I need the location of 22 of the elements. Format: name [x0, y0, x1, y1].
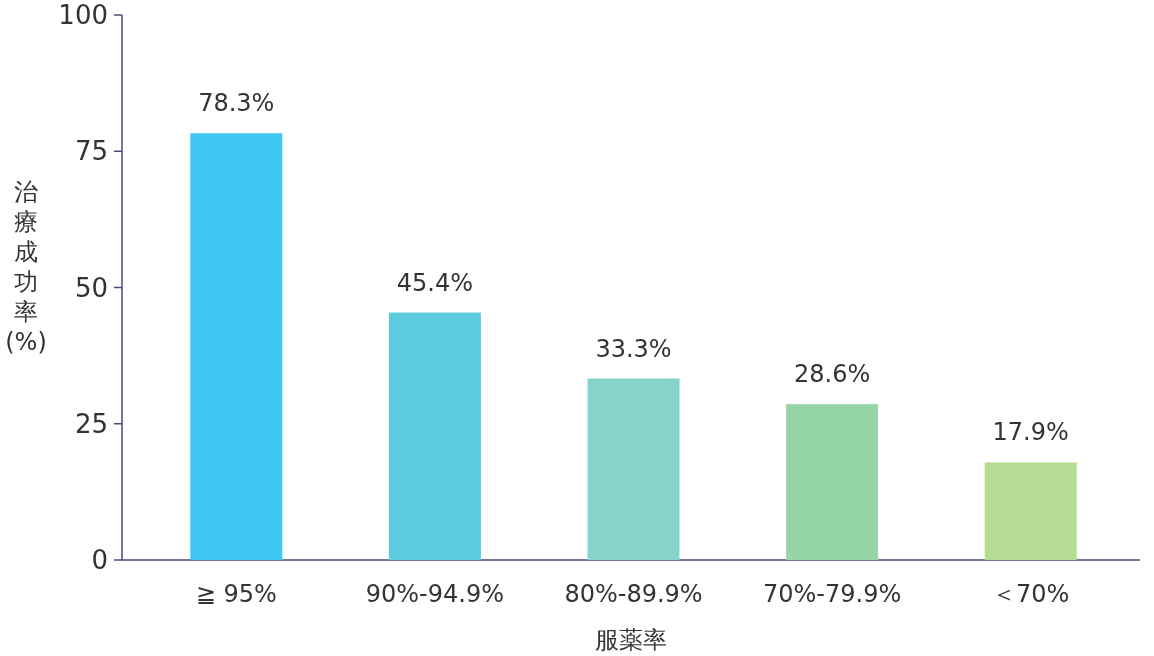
bar — [190, 133, 283, 560]
y-tick-label: 100 — [58, 0, 108, 30]
data-label: 78.3% — [198, 89, 275, 118]
y-axis-title: 治療成功率(%) — [5, 178, 47, 356]
bar — [786, 404, 879, 560]
x-tick-label: ＜70% — [992, 580, 1070, 608]
y-tick-label: 50 — [74, 272, 108, 303]
data-label: 33.3% — [595, 334, 672, 363]
x-tick-label: 80%-89.9% — [564, 580, 703, 608]
bar — [587, 378, 680, 560]
bar — [388, 312, 481, 560]
y-tick-label: 0 — [91, 545, 108, 575]
bar — [984, 462, 1077, 560]
data-label: 17.9% — [992, 418, 1069, 447]
y-tick-label: 25 — [74, 408, 108, 439]
data-label: 28.6% — [793, 360, 871, 389]
x-tick-label: 70%-79.9% — [762, 580, 902, 608]
x-tick-label: 90%-94.9% — [365, 580, 505, 608]
data-label: 45.4% — [396, 268, 474, 297]
x-tick-label: ≧ 95% — [195, 580, 277, 608]
y-tick-label: 75 — [74, 136, 108, 167]
x-axis-title: 服薬率 — [595, 626, 667, 654]
